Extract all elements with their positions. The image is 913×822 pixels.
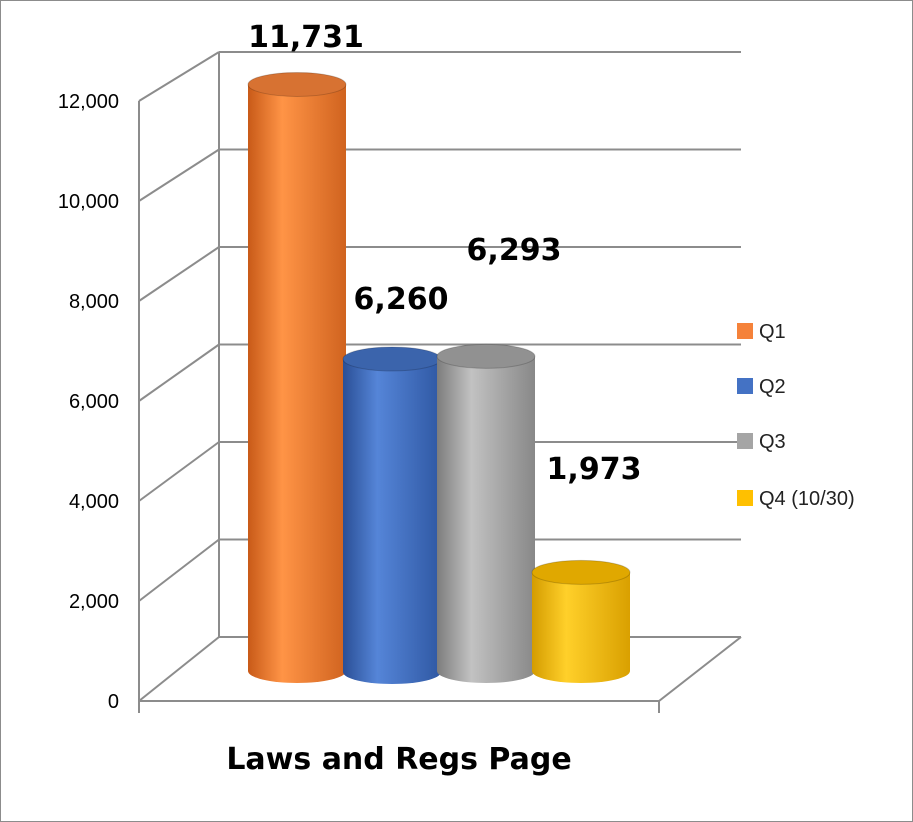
bar-top	[247, 71, 347, 97]
side-gridline	[138, 636, 220, 702]
bar-top	[436, 343, 536, 369]
legend-swatch	[737, 323, 753, 339]
bar-q3	[436, 343, 536, 683]
y-tick-label: 8,000	[69, 291, 119, 313]
data-label: 6,260	[354, 282, 449, 317]
legend-label: Q1	[759, 321, 786, 343]
bar-body	[437, 356, 535, 683]
bar-top	[531, 559, 631, 585]
side-gridline	[138, 246, 220, 302]
legend-label: Q3	[759, 431, 786, 453]
data-labels: 11,731 6,260 6,293 1,973	[248, 20, 641, 487]
side-gridline	[138, 51, 220, 102]
bar-top-shade	[437, 344, 535, 369]
y-tick-label: 10,000	[58, 191, 119, 213]
y-tick-label: 2,000	[69, 591, 119, 613]
side-gridline	[138, 441, 220, 502]
legend-label: Q4 (10/30)	[759, 488, 855, 510]
legend-swatch	[737, 490, 753, 506]
bar-top-shade	[532, 560, 630, 585]
y-tick-label: 12,000	[58, 91, 119, 113]
x-axis-title: Laws and Regs Page	[226, 742, 571, 777]
side-gridline	[138, 148, 220, 202]
data-label: 6,293	[467, 233, 562, 268]
bar-q2	[342, 346, 442, 684]
bar-q1	[247, 71, 347, 683]
legend-swatch	[737, 433, 753, 449]
legend-swatch	[737, 378, 753, 394]
y-tick-label: 6,000	[69, 391, 119, 413]
y-tick-label: 0	[108, 691, 119, 713]
bar-body	[343, 359, 441, 684]
legend: Q1 Q2 Q3 Q4 (10/30)	[737, 321, 855, 510]
data-label: 11,731	[248, 20, 364, 55]
bar-body	[248, 84, 346, 683]
bar-top-shade	[248, 72, 346, 97]
bar-q4-10-30	[531, 559, 631, 683]
bar-top-shade	[343, 347, 441, 371]
data-label: 1,973	[547, 452, 642, 487]
side-gridline	[138, 343, 220, 402]
side-gridline	[138, 538, 220, 602]
axes: 0 2,000 4,000 6,000 8,000 10,000 12,000	[58, 91, 660, 713]
y-tick-label: 4,000	[69, 491, 119, 513]
legend-label: Q2	[759, 376, 786, 398]
bars	[247, 71, 631, 684]
bar-body	[532, 572, 630, 683]
